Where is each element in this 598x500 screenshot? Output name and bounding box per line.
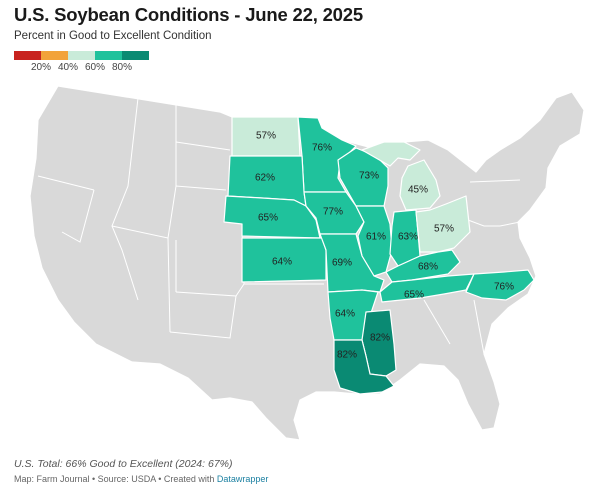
map-title: U.S. Soybean Conditions - June 22, 2025 xyxy=(14,4,363,25)
legend-tick-label: 60% xyxy=(84,62,106,73)
state-value-label: 64% xyxy=(272,257,292,268)
state-value-label: 65% xyxy=(258,213,278,224)
state-value-label: 63% xyxy=(398,232,418,243)
state-value-label: 62% xyxy=(255,173,275,184)
source-credits: Map: Farm Journal • Source: USDA • Creat… xyxy=(14,474,268,484)
state-value-label: 61% xyxy=(366,232,386,243)
legend-swatch xyxy=(68,51,95,60)
state-value-label: 45% xyxy=(408,185,428,196)
legend-tick-label: 20% xyxy=(30,62,52,73)
legend-tick-label: 40% xyxy=(57,62,79,73)
state-value-label: 73% xyxy=(359,171,379,182)
state-missouri xyxy=(319,233,385,293)
legend-swatch xyxy=(14,51,41,60)
us-map-svg: 57% 76% 62% 73% 45% 65% 77% 61% 63% 57% … xyxy=(29,85,585,441)
state-value-label: 68% xyxy=(418,262,438,273)
legend-swatch xyxy=(41,51,68,60)
state-louisiana xyxy=(333,339,395,395)
state-value-label: 57% xyxy=(256,131,276,142)
legend-swatches xyxy=(14,51,149,60)
state-illinois xyxy=(355,205,393,277)
us-map: 57% 76% 62% 73% 45% 65% 77% 61% 63% 57% … xyxy=(0,70,598,450)
state-value-label: 76% xyxy=(494,282,514,293)
legend-tick-label: 80% xyxy=(111,62,133,73)
color-legend: 20% 40% 60% 80% xyxy=(14,51,149,74)
state-value-label: 82% xyxy=(337,350,357,361)
state-value-label: 69% xyxy=(332,258,352,269)
credits-text: Map: Farm Journal • Source: USDA • Creat… xyxy=(14,474,217,484)
legend-swatch xyxy=(122,51,149,60)
state-nebraska xyxy=(223,195,321,239)
state-value-label: 76% xyxy=(312,143,332,154)
state-value-labels: 57% 76% 62% 73% 45% 65% 77% 61% 63% 57% … xyxy=(255,131,514,361)
state-ohio xyxy=(415,195,471,253)
states-group xyxy=(223,116,535,395)
legend-swatch xyxy=(95,51,122,60)
state-value-label: 57% xyxy=(434,224,454,235)
state-value-label: 82% xyxy=(370,333,390,344)
state-north-carolina xyxy=(465,269,535,301)
datawrapper-link[interactable]: Datawrapper xyxy=(216,474,269,484)
state-michigan xyxy=(361,141,441,211)
us-total-footnote: U.S. Total: 66% Good to Excellent (2024:… xyxy=(14,458,233,470)
state-value-label: 65% xyxy=(404,290,424,301)
legend-ticks: 20% 40% 60% 80% xyxy=(14,60,149,74)
state-value-label: 77% xyxy=(323,207,343,218)
state-value-label: 64% xyxy=(335,309,355,320)
state-kansas xyxy=(241,237,327,283)
map-subtitle: Percent in Good to Excellent Condition xyxy=(14,30,212,42)
